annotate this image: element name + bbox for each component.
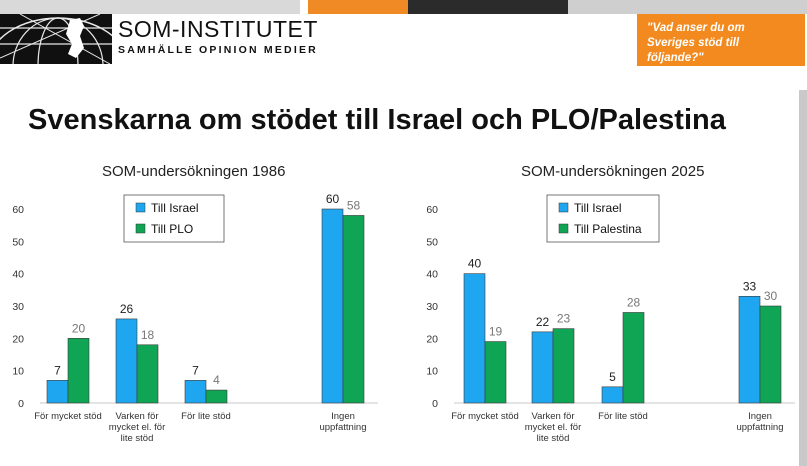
y-tick-label: 40 xyxy=(426,269,438,281)
y-tick-label: 50 xyxy=(426,236,438,248)
category-label: uppfattning xyxy=(319,422,366,433)
bar xyxy=(759,305,782,404)
y-tick-label: 30 xyxy=(12,301,24,313)
top-strip-left xyxy=(0,0,300,14)
bar-chart-2025: 0 10 20 30 40 50 60 40 22 5 33 19 23 28 30 För mycket s… xyxy=(426,194,795,444)
category-label: lite stöd xyxy=(537,433,570,444)
bar xyxy=(46,380,69,404)
category-label: lite stöd xyxy=(121,433,154,444)
data-label: 19 xyxy=(489,325,503,339)
legend-label: Till Israel xyxy=(151,201,199,215)
y-tick-label: 20 xyxy=(426,333,438,345)
data-label: 7 xyxy=(54,363,61,377)
data-label: 4 xyxy=(213,373,220,387)
y-tick-label: 40 xyxy=(12,269,24,281)
bar xyxy=(136,344,159,404)
data-label: 40 xyxy=(468,257,482,271)
legend-label: Till PLO xyxy=(151,222,193,236)
logo-tagline: SAMHÄLLE OPINION MEDIER xyxy=(118,44,318,56)
bar xyxy=(184,380,207,404)
chart-title-1986: SOM-undersökningen 1986 xyxy=(102,163,286,180)
category-label: mycket el. för xyxy=(525,422,582,433)
data-label: 5 xyxy=(609,370,616,384)
data-label: 22 xyxy=(536,315,550,329)
bar xyxy=(531,331,554,404)
bar xyxy=(738,296,761,404)
chart-title-2025: SOM-undersökningen 2025 xyxy=(521,163,705,180)
data-label: 18 xyxy=(141,328,155,342)
bar xyxy=(67,338,90,404)
bar xyxy=(205,389,228,404)
y-tick-label: 60 xyxy=(426,204,438,216)
bar xyxy=(601,386,624,404)
category-label: Varken för xyxy=(115,411,158,422)
data-label: 23 xyxy=(557,312,571,326)
data-label: 7 xyxy=(192,363,199,377)
bar xyxy=(463,273,486,404)
y-tick-label: 10 xyxy=(426,366,438,378)
data-label: 30 xyxy=(764,289,778,303)
top-strip-right xyxy=(568,0,807,14)
legend-swatch xyxy=(558,223,569,234)
category-label: Ingen xyxy=(748,411,772,422)
data-label: 60 xyxy=(326,192,340,206)
y-tick-label: 20 xyxy=(12,333,24,345)
category-label: För mycket stöd xyxy=(451,411,519,422)
y-tick-label: 10 xyxy=(12,366,24,378)
slide-title: Svenskarna om stödet till Israel och PLO… xyxy=(28,104,726,136)
data-label: 20 xyxy=(72,321,86,335)
bar xyxy=(484,341,507,404)
y-tick-label: 0 xyxy=(432,398,438,410)
data-label: 26 xyxy=(120,302,134,316)
y-tick-label: 60 xyxy=(12,204,24,216)
legend-label: Till Israel xyxy=(574,201,622,215)
legend-swatch xyxy=(135,223,146,234)
globe-logo-icon xyxy=(0,14,112,64)
data-label: 28 xyxy=(627,295,641,309)
top-strip-dark xyxy=(408,0,568,14)
bar xyxy=(342,215,365,404)
som-institutet-logo: SOM-INSTITUTET SAMHÄLLE OPINION MEDIER xyxy=(0,14,317,64)
category-label: mycket el. för xyxy=(109,422,166,433)
y-tick-label: 50 xyxy=(12,236,24,248)
bar xyxy=(115,318,138,404)
category-label: Ingen xyxy=(331,411,355,422)
right-edge-strip xyxy=(799,90,807,466)
top-strip-orange xyxy=(308,0,408,14)
logo-name: SOM-INSTITUTET xyxy=(118,16,318,42)
y-tick-label: 30 xyxy=(426,301,438,313)
category-label: För mycket stöd xyxy=(34,411,102,422)
bar-chart-1986: 0 10 20 30 40 50 60 7 26 7 60 20 18 4 58 För mycket stö… xyxy=(12,192,378,444)
survey-question-box: "Vad anser du om Sveriges stöd till följ… xyxy=(637,14,805,66)
category-label: Varken för xyxy=(531,411,574,422)
legend-label: Till Palestina xyxy=(574,222,642,236)
data-label: 33 xyxy=(743,279,757,293)
legend-swatch xyxy=(135,202,146,213)
y-tick-label: 0 xyxy=(18,398,24,410)
category-label: För lite stöd xyxy=(181,411,231,422)
bar xyxy=(552,328,575,404)
legend-swatch xyxy=(558,202,569,213)
data-label: 58 xyxy=(347,198,361,212)
category-label: uppfattning xyxy=(736,422,783,433)
bar xyxy=(321,208,344,404)
category-label: För lite stöd xyxy=(598,411,648,422)
bar xyxy=(622,312,645,404)
